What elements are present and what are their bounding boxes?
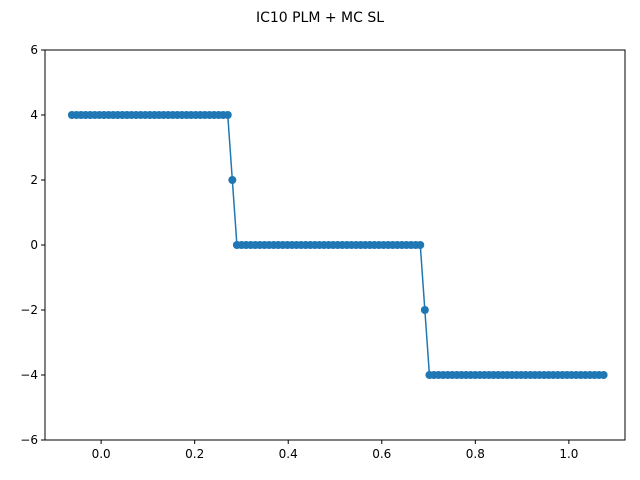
y-tick-label: 0 (30, 238, 38, 252)
series-layer (67, 111, 608, 379)
data-point (599, 371, 608, 379)
y-tick-label: −4 (20, 368, 38, 382)
y-tick-label: −6 (20, 433, 38, 447)
data-point (416, 241, 425, 249)
data-point (228, 176, 237, 184)
data-point (420, 306, 429, 314)
chart-title: IC10 PLM + MC SL (256, 10, 384, 26)
x-tick-label: 0.6 (372, 447, 391, 461)
x-tick-label: 0.4 (279, 447, 298, 461)
x-tick-label: 1.0 (559, 447, 578, 461)
x-tick-label: 0.2 (185, 447, 204, 461)
plot-area (44, 49, 626, 441)
x-axis: 0.0 0.2 0.4 0.6 0.8 1.0 (92, 440, 578, 461)
y-tick-label: 2 (30, 173, 38, 187)
x-tick-label: 0.8 (466, 447, 485, 461)
y-axis: −6 −4 −2 0 2 4 6 (20, 43, 45, 447)
y-tick-label: 4 (30, 108, 38, 122)
data-point (223, 111, 232, 119)
y-tick-label: −2 (20, 303, 38, 317)
x-tick-label: 0.0 (92, 447, 111, 461)
y-tick-label: 6 (30, 43, 38, 57)
